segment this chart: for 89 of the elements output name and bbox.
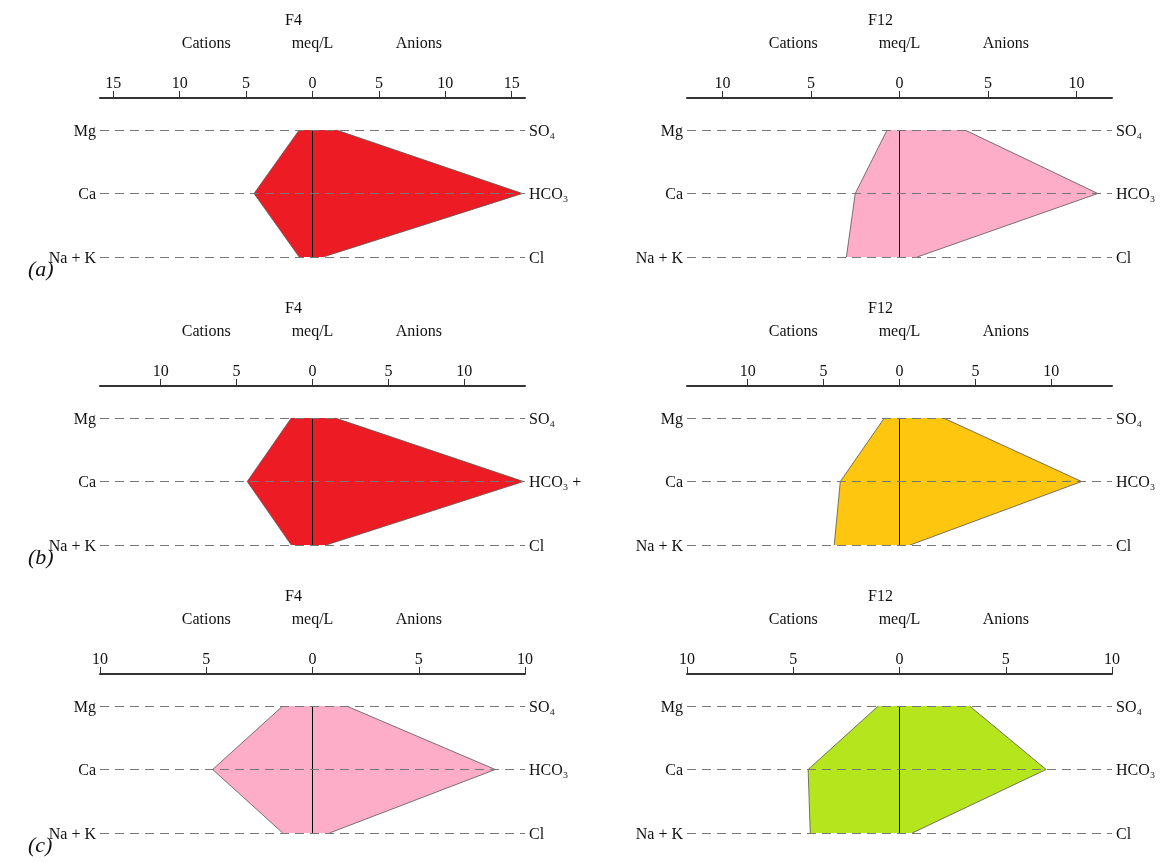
text: Anions <box>395 321 442 339</box>
x-tick-label: 5 <box>984 73 993 91</box>
x-tick-label: 5 <box>374 73 383 91</box>
x-axis-title: meq/L <box>878 609 921 628</box>
y2-tick-label: SO₄ <box>529 409 556 427</box>
x-tick-label: 0 <box>895 361 904 379</box>
y-tick-label: Mg <box>660 409 683 428</box>
chart-title: F4 <box>285 10 302 28</box>
x-tick-label: 10 <box>92 649 108 667</box>
x-tick-label: 10 <box>517 649 533 667</box>
y-tick-label: Mg <box>660 121 683 140</box>
text: Anions <box>395 33 442 51</box>
y2-tick-label: Cl <box>529 824 545 842</box>
y2-tick-label: SO₄ <box>529 121 556 139</box>
y2-tick-label: HCO₃ <box>1116 185 1156 202</box>
x-tick-label: 15 <box>105 73 122 91</box>
x-tick-label: 5 <box>789 649 798 667</box>
text: Cations <box>181 609 231 627</box>
x-axis-title: meq/L <box>291 321 334 340</box>
y-tick-label: Na + K <box>635 536 684 554</box>
x-tick-label: 5 <box>971 361 980 379</box>
x-tick-label: 10 <box>1104 649 1120 667</box>
y2-tick-label: HCO₃ <box>529 185 569 202</box>
y2-tick-label: SO₄ <box>1116 697 1143 715</box>
y2-tick-label: HCO₃ + <box>529 473 582 490</box>
y-tick-label: Ca <box>665 761 683 778</box>
x-tick-label: 0 <box>308 649 317 667</box>
y2-tick-label: SO₄ <box>1116 409 1143 427</box>
y-tick-label: Mg <box>73 121 96 140</box>
x-axis-title: meq/L <box>291 33 334 52</box>
chart-title: F12 <box>868 298 893 316</box>
y-tick-label: Na + K <box>635 248 684 266</box>
y2-tick-label: Cl <box>529 248 545 266</box>
x-tick-label: 5 <box>242 73 251 91</box>
x-tick-label: 10 <box>171 73 188 91</box>
x-axis-title: meq/L <box>878 321 921 340</box>
text: Cations <box>181 33 231 51</box>
y-tick-label: Ca <box>78 473 96 490</box>
chart-title: F12 <box>868 10 893 28</box>
y2-tick-label: Cl <box>1116 536 1132 554</box>
chart-title: F12 <box>868 586 893 604</box>
y-tick-label: Mg <box>73 697 96 716</box>
x-tick-label: 10 <box>437 73 454 91</box>
x-tick-label: 5 <box>414 649 423 667</box>
x-tick-label: 10 <box>152 361 169 379</box>
y2-tick-label: HCO₃ <box>1116 761 1156 778</box>
y2-tick-label: SO₄ <box>1116 121 1143 139</box>
y-tick-label: Ca <box>78 761 96 778</box>
x-tick-label: 5 <box>202 649 211 667</box>
text: Cations <box>768 321 818 339</box>
x-tick-label: 5 <box>819 361 828 379</box>
x-tick-label: 10 <box>679 649 695 667</box>
y2-tick-label: SO₄ <box>529 697 556 715</box>
x-tick-label: 5 <box>232 361 241 379</box>
y2-tick-label: Cl <box>529 536 545 554</box>
y-tick-label: Ca <box>665 185 683 202</box>
x-tick-label: 10 <box>739 361 756 379</box>
x-tick-label: 10 <box>714 73 731 91</box>
chart-title: F4 <box>285 298 302 316</box>
y-tick-label: Mg <box>660 697 683 716</box>
x-tick-label: 5 <box>806 73 815 91</box>
x-tick-label: 0 <box>308 361 317 379</box>
x-tick-label: 5 <box>1001 649 1010 667</box>
y-tick-label: Mg <box>73 409 96 428</box>
x-tick-label: 10 <box>1043 361 1060 379</box>
y2-tick-label: HCO₃ <box>529 761 569 778</box>
text: Anions <box>982 33 1029 51</box>
y2-tick-label: HCO₃ <box>1116 473 1156 490</box>
y-tick-label: Ca <box>665 473 683 490</box>
x-tick-label: 15 <box>503 73 520 91</box>
y-tick-label: Ca <box>78 185 96 202</box>
chart-title: F4 <box>285 586 302 604</box>
x-tick-label: 0 <box>895 649 904 667</box>
x-tick-label: 10 <box>456 361 473 379</box>
text: Cations <box>181 321 231 339</box>
y-tick-label: Na + K <box>635 824 684 842</box>
x-axis-title: meq/L <box>878 33 921 52</box>
x-tick-label: 5 <box>384 361 393 379</box>
y2-tick-label: Cl <box>1116 824 1132 842</box>
text: Anions <box>395 609 442 627</box>
x-tick-label: 10 <box>1068 73 1085 91</box>
text: Cations <box>768 33 818 51</box>
y2-tick-label: Cl <box>1116 248 1132 266</box>
x-tick-label: 0 <box>308 73 317 91</box>
x-axis-title: meq/L <box>291 609 334 628</box>
text: Anions <box>982 609 1029 627</box>
text: Cations <box>768 609 818 627</box>
x-tick-label: 0 <box>895 73 904 91</box>
text: Anions <box>982 321 1029 339</box>
